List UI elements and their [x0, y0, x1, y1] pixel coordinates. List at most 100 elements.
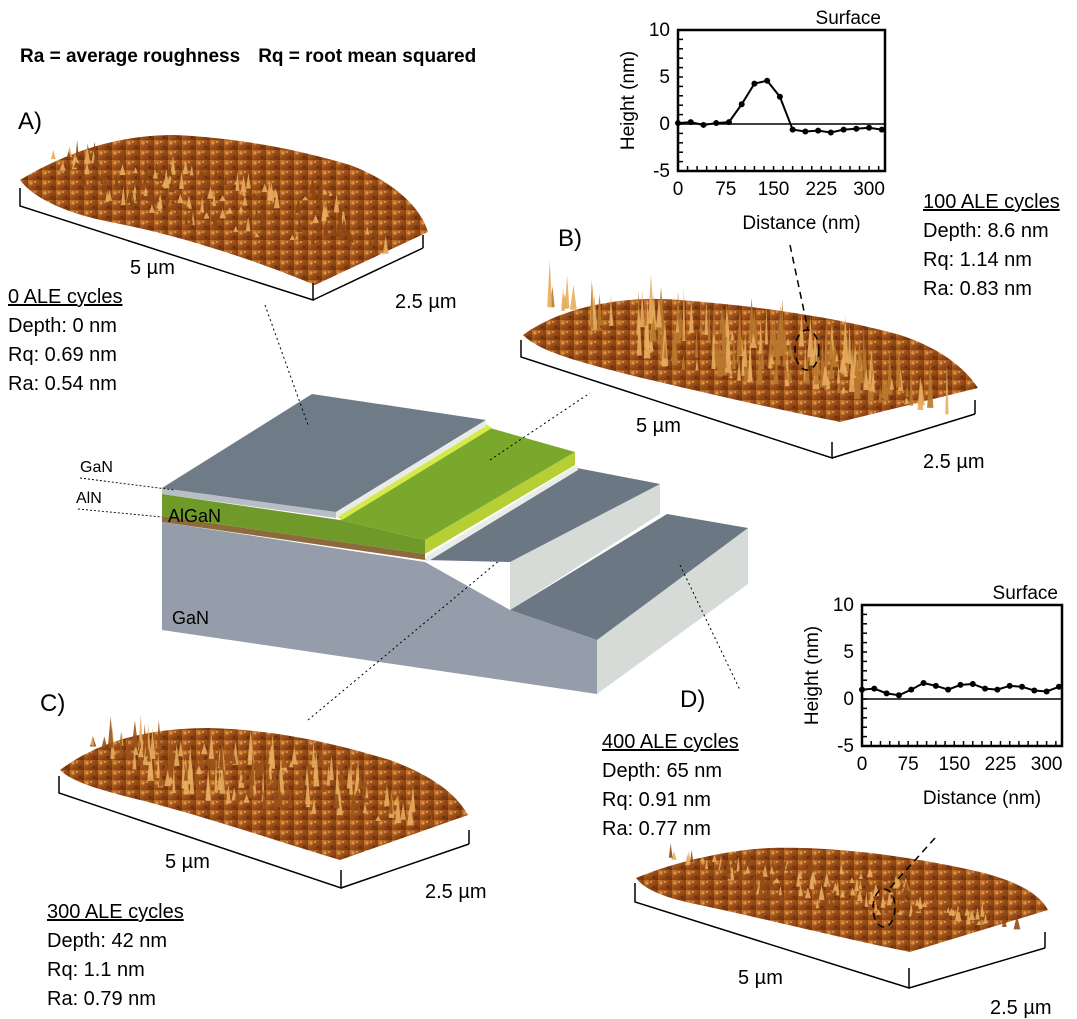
afm-spike [337, 214, 344, 227]
x-tick-label: 225 [805, 179, 837, 200]
afm-spike [713, 341, 721, 368]
afm-spike [883, 905, 890, 914]
afm-spike [769, 894, 774, 901]
afm-spike [770, 320, 775, 346]
roughness-legend: Ra = average roughness Rq = root mean squ… [20, 46, 494, 68]
afm-spike [212, 191, 216, 207]
afm-spike [310, 183, 317, 199]
afm-spike [785, 885, 789, 896]
y-tick-label: -5 [837, 736, 854, 757]
afm-spike [346, 765, 352, 789]
afm-spike [276, 790, 284, 808]
afm-spike [902, 880, 910, 893]
afm-spike [752, 879, 757, 891]
layer-label-gan-substrate: GaN [172, 608, 210, 628]
afm-spike [891, 896, 896, 907]
x-length-c: 5 µm [165, 851, 210, 873]
afm-spike [203, 201, 209, 210]
afm-spike [260, 786, 264, 796]
afm-spike [983, 913, 988, 924]
afm-spike [711, 868, 716, 874]
afm-spike [980, 902, 985, 917]
afm-spike [118, 732, 124, 758]
afm-spike [245, 172, 251, 189]
afm-spike [312, 205, 317, 218]
data-point [713, 120, 720, 127]
afm-spike [137, 746, 144, 758]
afm-spike [101, 175, 109, 193]
afm-spike [383, 784, 390, 807]
afm-spike [731, 853, 736, 868]
lower-step-top [510, 514, 748, 640]
data-point [1006, 682, 1013, 689]
afm-spike [964, 907, 970, 916]
afm-spike [726, 347, 731, 359]
afm-spike [686, 850, 691, 864]
afm-spike [354, 789, 362, 797]
afm-spike [59, 161, 66, 171]
afm-spike [805, 870, 809, 878]
afm-spike [675, 318, 680, 333]
afm-spike [326, 764, 330, 786]
afm-spike [195, 765, 203, 774]
middle-step-top [425, 468, 660, 562]
afm-spike [772, 319, 778, 358]
afm-spike [219, 208, 226, 219]
afm-spike [337, 203, 342, 221]
afm-spike [219, 202, 224, 209]
afm-spike [164, 190, 170, 204]
afm-spike [784, 865, 791, 871]
afm-spike [298, 793, 306, 800]
afm-spike [143, 187, 148, 193]
afm-spike [768, 872, 774, 888]
x-tick-label: 225 [985, 754, 1017, 775]
afm-spike [596, 293, 603, 326]
afm-spike [849, 887, 856, 896]
afm-spike [289, 234, 296, 240]
afm-spike [736, 309, 743, 353]
ra-b: Ra: 0.83 nm [923, 278, 1032, 300]
afm-spike [338, 750, 345, 784]
afm-spike [946, 906, 950, 914]
data-point [1019, 683, 1025, 690]
afm-spike [839, 889, 845, 898]
x-length-a: 5 µm [130, 257, 175, 279]
plot-title: Surface [993, 583, 1058, 604]
afm-spike [857, 335, 862, 370]
afm-spike [173, 768, 179, 784]
afm-spike [860, 876, 867, 883]
afm-spike [945, 913, 951, 922]
afm-spike [201, 743, 208, 755]
afm-spike [762, 864, 768, 877]
afm-spike [828, 360, 835, 380]
afm-spike [779, 858, 784, 872]
afm-spike [126, 742, 132, 757]
afm-spike [340, 218, 348, 234]
afm-spike [589, 279, 594, 329]
depth-b: Depth: 8.6 nm [923, 220, 1049, 242]
afm-spike [610, 312, 614, 326]
afm-spike [905, 382, 909, 397]
middle-step-riser [510, 484, 660, 610]
afm-spike [254, 207, 259, 220]
afm-surface-c [60, 714, 468, 860]
afm-spike [119, 151, 126, 163]
afm-spike [73, 161, 79, 168]
afm-spike [564, 274, 570, 309]
data-point [789, 126, 796, 133]
afm-spike [132, 746, 137, 770]
afm-spike [233, 184, 238, 199]
y-axis-label: Height (nm) [802, 626, 823, 725]
data-point [725, 119, 732, 126]
afm-spike [854, 356, 859, 376]
afm-spike [915, 898, 920, 906]
y-tick-label: 5 [659, 67, 670, 88]
afm-spike [247, 729, 254, 761]
afm-spike [147, 214, 154, 220]
afm-spike [400, 802, 406, 820]
afm-spike [813, 328, 818, 357]
device-schematic [162, 394, 748, 694]
data-point [738, 101, 745, 108]
afm-spike [214, 165, 218, 179]
